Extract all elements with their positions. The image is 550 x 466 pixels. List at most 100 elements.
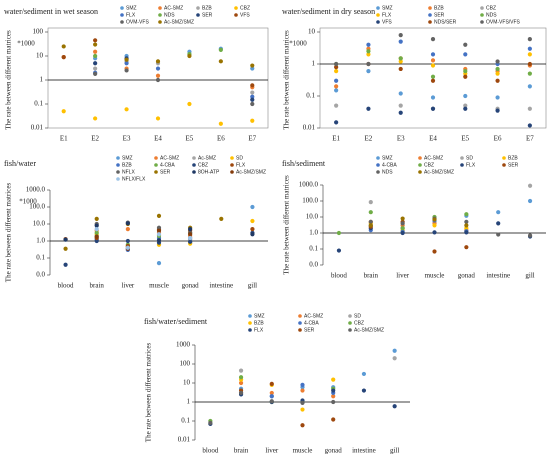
- legend-marker: [348, 328, 352, 332]
- data-point: [463, 42, 468, 47]
- data-point: [495, 59, 500, 64]
- legend-marker: [116, 163, 120, 167]
- x-tick-label: brain: [90, 282, 105, 290]
- data-point: [125, 221, 130, 226]
- data-point: [398, 103, 403, 108]
- y-tick-label: 100.0: [302, 197, 318, 205]
- data-point: [366, 49, 371, 54]
- legend-marker: [348, 321, 352, 325]
- legend-marker: [158, 20, 162, 24]
- data-point: [430, 36, 436, 42]
- x-tick-label: gonad: [325, 447, 343, 455]
- x-tick-label: E7: [248, 135, 256, 143]
- annotation: *1000: [17, 40, 35, 48]
- panel: water/sediment in dry season The rate bet…: [282, 5, 547, 143]
- data-point: [398, 56, 403, 61]
- data-point: [430, 52, 436, 57]
- data-point: [269, 394, 274, 399]
- data-point: [250, 94, 255, 99]
- x-tick-label: intestine: [486, 272, 510, 280]
- legend-marker: [158, 6, 162, 10]
- legend-label: BZB: [122, 162, 132, 168]
- x-tick-label: muscle: [149, 282, 169, 290]
- legend-label: CBZ: [354, 320, 364, 326]
- data-point: [430, 78, 436, 83]
- legend-label: AC-SMZ: [304, 313, 323, 319]
- data-point: [464, 230, 469, 235]
- x-tick-label: intestine: [209, 282, 233, 290]
- legend-marker: [428, 20, 432, 24]
- y-tick-label: 100: [33, 28, 44, 36]
- legend-label: SER: [160, 169, 171, 175]
- x-tick-label: muscle: [425, 272, 445, 280]
- data-point: [496, 221, 501, 226]
- data-point: [124, 107, 129, 112]
- data-point: [61, 44, 66, 49]
- data-point: [463, 93, 468, 99]
- legend-label: CBZ: [198, 162, 208, 168]
- legend-marker: [376, 20, 380, 24]
- data-point: [331, 399, 336, 405]
- data-point: [432, 230, 437, 235]
- legend-label: VFS: [382, 19, 392, 25]
- legend-label: OVM-VFS: [126, 19, 149, 25]
- data-point: [392, 404, 397, 409]
- y-axis-label: The rate between different matrices: [145, 343, 153, 443]
- legend-label: FLX: [254, 327, 264, 333]
- x-tick-label: E7: [526, 135, 534, 143]
- annotation: *1000: [289, 40, 307, 48]
- data-point: [463, 103, 468, 108]
- legend-label: CBZ: [424, 162, 434, 168]
- data-point: [331, 377, 336, 382]
- legend-marker: [418, 170, 422, 174]
- y-tick-label: 0.1: [36, 254, 45, 262]
- legend-label: FLX: [126, 12, 136, 18]
- y-tick-label: 0.0: [309, 261, 318, 269]
- panel: fish/water The rate between different mat…: [4, 155, 268, 290]
- legend-label: NFLX: [122, 169, 135, 175]
- legend-label: NDS: [382, 169, 393, 175]
- x-tick-label: liver: [121, 282, 134, 290]
- legend-marker: [376, 170, 380, 174]
- data-point: [430, 74, 436, 79]
- data-point: [366, 42, 371, 47]
- annotation: *1000: [19, 198, 37, 206]
- data-point: [366, 52, 371, 57]
- x-tick-label: intestine: [352, 447, 376, 455]
- legend-label: AC-SMZ: [160, 155, 179, 161]
- data-point: [334, 120, 339, 125]
- data-point: [398, 110, 403, 115]
- y-tick-label: 100: [180, 360, 191, 368]
- legend-label: FLX: [236, 162, 246, 168]
- legend-label: NDS: [164, 12, 175, 18]
- y-tick-label: 10.0: [33, 220, 46, 228]
- legend-marker: [376, 156, 380, 160]
- data-point: [331, 388, 336, 393]
- data-point: [368, 219, 373, 224]
- x-tick-label: liver: [396, 272, 409, 280]
- legend-label: CBZ: [240, 5, 250, 11]
- y-tick-label: 0.1: [306, 92, 315, 100]
- data-point: [527, 233, 533, 238]
- data-point: [527, 61, 532, 67]
- data-point: [463, 106, 468, 111]
- x-tick-label: gonad: [458, 272, 476, 280]
- data-point: [93, 38, 98, 43]
- data-point: [94, 216, 99, 221]
- data-point: [156, 225, 162, 230]
- data-point: [250, 63, 255, 68]
- data-point: [392, 356, 397, 361]
- x-tick-label: blood: [202, 447, 218, 455]
- data-point: [156, 228, 162, 233]
- data-point: [300, 400, 305, 405]
- x-tick-label: E5: [186, 135, 194, 143]
- data-point: [94, 238, 99, 244]
- data-point: [269, 390, 274, 396]
- data-point: [93, 66, 98, 71]
- data-point: [334, 61, 339, 67]
- x-tick-label: liver: [265, 447, 278, 455]
- data-point: [238, 368, 244, 373]
- data-point: [93, 53, 98, 59]
- legend-marker: [196, 13, 200, 17]
